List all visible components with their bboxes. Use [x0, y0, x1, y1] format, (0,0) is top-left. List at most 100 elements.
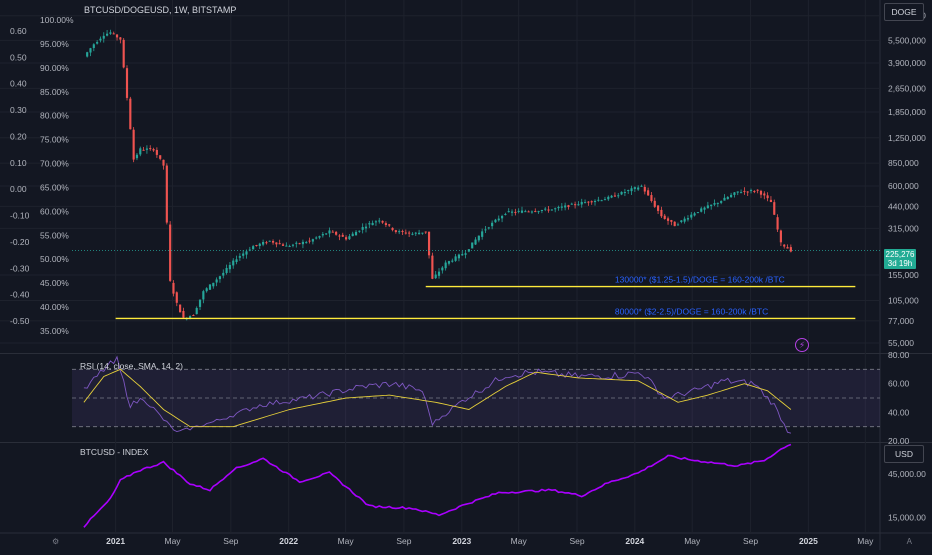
candle-body [119, 37, 122, 40]
candle-body [597, 199, 600, 201]
candle-body [720, 201, 723, 203]
candle-body [96, 42, 99, 44]
candle-body [265, 242, 268, 244]
candle-body [617, 195, 620, 197]
rsi-axis-label: 60.00 [888, 379, 910, 389]
candle-body [348, 236, 351, 240]
candle-body [102, 35, 105, 39]
candle-body [368, 223, 371, 225]
candle-body [139, 148, 142, 155]
right-axis-label: 315,000 [888, 223, 919, 233]
candle-body [106, 33, 109, 36]
candle-body [344, 237, 348, 240]
candle-body [202, 291, 205, 300]
left-axis-inner-label: 60.00% [40, 206, 69, 216]
candle-body [188, 316, 192, 319]
left-axis-outer-label: 0.50 [10, 52, 27, 62]
x-tick-label: Sep [743, 536, 758, 546]
candle-body [338, 235, 341, 237]
candle-body [451, 260, 454, 262]
candle-body [524, 211, 527, 213]
timezone-icon[interactable]: ⚙ [52, 537, 60, 546]
candle-body [633, 187, 636, 189]
candle-body [786, 247, 789, 249]
candle-body [278, 243, 281, 245]
candle-body [424, 231, 427, 233]
x-tick-label: 2022 [279, 536, 298, 546]
candle-body [564, 205, 567, 208]
candle-body [172, 282, 175, 294]
x-tick-label: May [338, 536, 355, 546]
left-axis-outer-label: 0.40 [10, 79, 27, 89]
candle-body [623, 191, 626, 193]
candle-body [112, 33, 115, 35]
candle-body [713, 203, 716, 205]
candle-body [544, 208, 547, 210]
candle-body [142, 149, 145, 151]
auto-scale-button[interactable]: A [906, 537, 912, 546]
left-axis-outer-label: 0.10 [10, 158, 27, 168]
countdown-label: 3d 19h [887, 259, 913, 268]
rsi-pane-label: RSI (14, close, SMA, 14, 2) [80, 361, 183, 371]
candle-body [341, 234, 344, 237]
candle-body [517, 210, 520, 212]
candle-body [690, 214, 693, 218]
candle-body [414, 232, 417, 234]
candle-body [507, 211, 510, 213]
candle-body [683, 218, 686, 222]
candle-body [165, 165, 168, 223]
candle-body [607, 196, 610, 200]
left-axis-inner-label: 45.00% [40, 278, 69, 288]
candle-body [331, 231, 334, 233]
candle-body [577, 204, 580, 206]
candle-body [135, 154, 139, 159]
candle-body [756, 189, 759, 191]
last-price-badge: 225,276 3d 19h [884, 249, 916, 269]
candle-body [371, 222, 374, 226]
candle-body [666, 218, 670, 221]
candle-body [391, 227, 394, 231]
candle-body [328, 230, 331, 234]
left-axis-inner-label: 35.00% [40, 326, 69, 336]
tradingview-logo-icon[interactable]: ⚡ [795, 338, 809, 352]
right-axis-label: 5,500,000 [888, 35, 926, 45]
candle-body [364, 226, 368, 229]
candle-body [783, 244, 786, 247]
x-tick-label: 2021 [106, 536, 125, 546]
x-tick-label: Sep [223, 536, 238, 546]
candle-body [743, 190, 746, 192]
candle-body [733, 192, 736, 195]
candle-body [627, 190, 630, 192]
right-axis-label: 440,000 [888, 201, 919, 211]
candle-body [766, 195, 769, 199]
candle-body [540, 210, 543, 212]
candle-body [271, 240, 275, 243]
candle-body [477, 235, 480, 241]
x-tick-label: Sep [396, 536, 411, 546]
candle-body [650, 195, 653, 201]
candle-body [437, 271, 441, 276]
candle-body [637, 187, 640, 190]
candle-body [457, 254, 461, 259]
x-tick-label: 2024 [625, 536, 644, 546]
index-line [83, 443, 792, 528]
right-axis-label: 77,000 [888, 316, 914, 326]
candle-body [527, 211, 530, 213]
currency-selector[interactable]: DOGE [884, 3, 924, 21]
index-axis-label: 15,000.00 [888, 513, 926, 523]
candle-body [149, 148, 152, 150]
candle-body [398, 231, 401, 233]
right-axis-label: 1,850,000 [888, 107, 926, 117]
candle-body [441, 267, 444, 271]
right-axis-label: 600,000 [888, 181, 919, 191]
candle-body [318, 236, 321, 238]
candle-body [225, 267, 228, 273]
candle-body [169, 224, 172, 281]
candle-body [660, 209, 663, 217]
index-currency-selector[interactable]: USD [884, 445, 924, 463]
right-axis-label: 850,000 [888, 158, 919, 168]
candle-body [716, 202, 719, 204]
left-axis-inner-label: 80.00% [40, 111, 69, 121]
candle-body [484, 229, 487, 231]
